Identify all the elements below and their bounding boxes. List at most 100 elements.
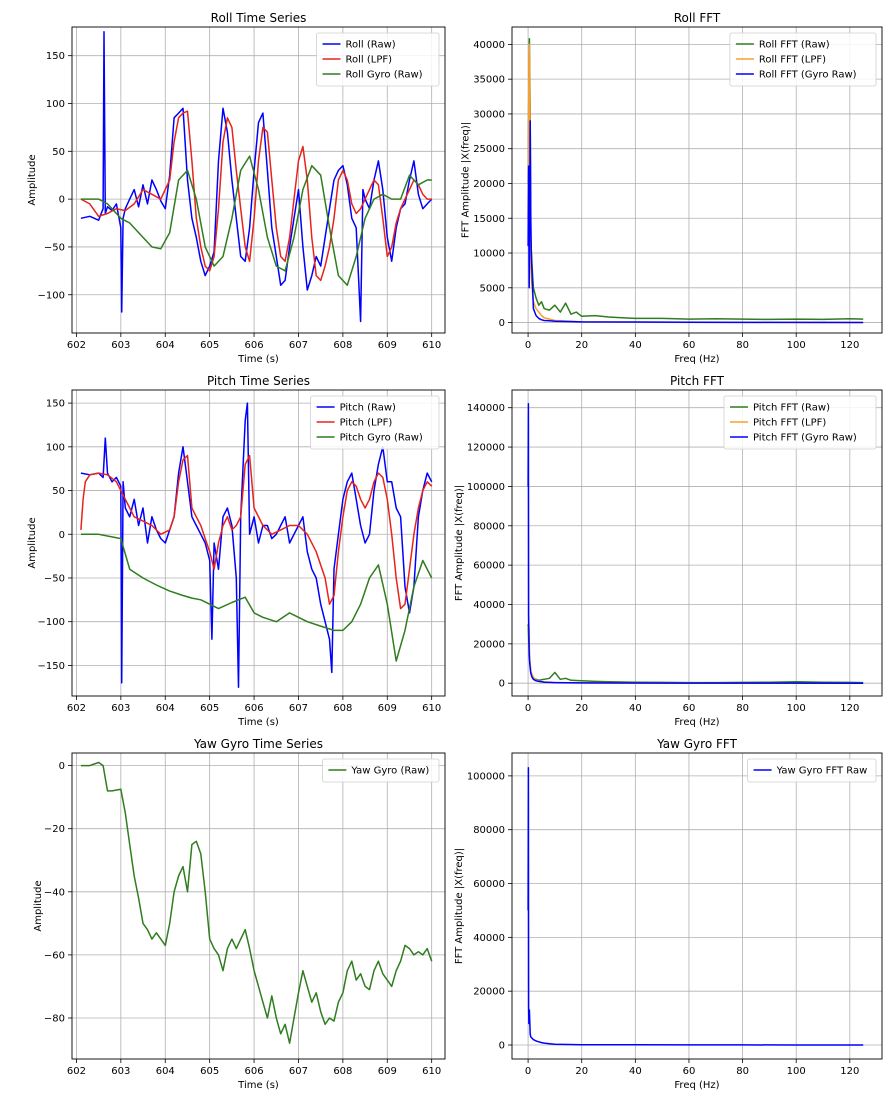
x-tick-label: 120 [840, 1066, 859, 1077]
y-tick-label: 25000 [473, 144, 505, 155]
x-tick-label: 605 [200, 340, 219, 351]
x-tick-label: 604 [156, 1066, 175, 1077]
y-tick-label: 40000 [473, 40, 505, 51]
series-line-roll-gyro-raw [80, 155, 432, 286]
x-tick-label: 60 [683, 703, 696, 714]
x-tick-label: 608 [333, 703, 352, 714]
y-tick-label: −40 [44, 887, 65, 898]
legend-box [321, 758, 440, 783]
x-tick-label: 604 [156, 703, 175, 714]
y-tick-label: 20000 [473, 987, 505, 998]
legend-entry: Yaw Gyro FFT Raw [776, 766, 868, 777]
y-tick-label: 80000 [473, 521, 505, 532]
x-axis-label: Freq (Hz) [674, 354, 719, 365]
legend-entry: Pitch FFT (Gyro Raw) [753, 433, 857, 444]
series-line-pitch-fft-gyro-raw [527, 403, 864, 684]
y-tick-label: 0 [59, 195, 65, 206]
series-group [527, 767, 864, 1046]
x-tick-label: 602 [67, 703, 86, 714]
y-tick-label: 140000 [467, 403, 505, 414]
x-tick-label: 602 [67, 340, 86, 351]
y-tick-label: −100 [38, 290, 65, 301]
legend-entry: Roll (Raw) [346, 40, 396, 51]
chart-pitch_fft: 0 20 40 60 80 100 120 0 20000 40000 60000 80000 1000… [454, 374, 883, 728]
x-tick-label: 610 [422, 1066, 441, 1077]
x-tick-label: 606 [245, 340, 264, 351]
y-tick-label: 100 [46, 442, 65, 453]
x-tick-label: 80 [736, 1066, 749, 1077]
y-tick-label: 100 [46, 99, 65, 110]
legend-entry: Yaw Gyro (Raw) [350, 766, 429, 777]
x-tick-label: 40 [629, 1066, 642, 1077]
series-line-yaw-gyro-raw [80, 761, 433, 1044]
x-tick-label: 120 [840, 340, 859, 351]
y-tick-label: 10000 [473, 249, 505, 260]
legend: Yaw Gyro FFT Raw [747, 758, 877, 783]
x-tick-label: 80 [736, 703, 749, 714]
y-tick-label: −50 [44, 573, 65, 584]
legend: Pitch (Raw) Pitch (LPF) Pitch Gyro (Raw) [310, 395, 440, 450]
x-tick-label: 0 [525, 703, 531, 714]
y-tick-label: 0 [499, 318, 505, 329]
x-tick-label: 20 [575, 340, 588, 351]
x-axis-label: Time (s) [237, 354, 279, 365]
y-tick-label: −80 [44, 1013, 65, 1024]
y-tick-label: 150 [46, 399, 65, 410]
legend: Pitch FFT (Raw) Pitch FFT (LPF) Pitch FFT … [723, 395, 877, 450]
y-tick-label: 35000 [473, 75, 505, 86]
x-tick-label: 603 [111, 340, 130, 351]
x-tick-label: 60 [683, 340, 696, 351]
x-tick-label: 20 [575, 1066, 588, 1077]
y-axis-label: Amplitude [33, 880, 44, 931]
y-tick-label: 40000 [473, 600, 505, 611]
x-tick-label: 100 [787, 340, 806, 351]
y-tick-label: 100000 [467, 771, 505, 782]
y-tick-label: −20 [44, 824, 65, 835]
y-axis-label: Amplitude [27, 154, 38, 205]
legend: Roll FFT (Raw) Roll FFT (LPF) Roll FFT (Gy… [729, 32, 877, 87]
chart-pitch_ts: 602 603 604 605 606 607 608 609 610 −150 −100 −50 0 5… [27, 374, 446, 728]
chart-yaw_fft: 0 20 40 60 80 100 120 0 20000 40000 60000 80000 1000… [454, 737, 883, 1091]
series-line-roll-lpf [80, 110, 432, 282]
chart-title: Yaw Gyro FFT [656, 737, 737, 751]
legend-entry: Pitch FFT (Raw) [753, 403, 830, 414]
x-tick-label: 606 [245, 1066, 264, 1077]
legend-entry: Roll (LPF) [346, 55, 393, 66]
x-tick-label: 608 [333, 1066, 352, 1077]
legend-box [729, 32, 877, 87]
y-axis-label: FFT Amplitude |X(freq)| [461, 122, 472, 238]
x-tick-label: 605 [200, 1066, 219, 1077]
series-group [527, 38, 864, 324]
plot-frame [71, 752, 446, 1060]
x-tick-label: 602 [67, 1066, 86, 1077]
y-tick-label: −100 [38, 617, 65, 628]
legend-box [723, 395, 877, 450]
y-tick-label: 0 [59, 761, 65, 772]
x-tick-label: 100 [787, 703, 806, 714]
y-tick-label: 60000 [473, 561, 505, 572]
series-group [80, 402, 433, 689]
chart-title: Pitch FFT [670, 374, 725, 388]
y-tick-label: 80000 [473, 825, 505, 836]
legend-entry: Roll FFT (Raw) [759, 40, 830, 51]
x-tick-label: 607 [289, 1066, 308, 1077]
x-tick-label: 40 [629, 703, 642, 714]
y-tick-label: 50 [52, 486, 65, 497]
series-line-roll-fft-gyro-raw [527, 120, 864, 324]
y-tick-label: 30000 [473, 109, 505, 120]
y-tick-label: −50 [44, 242, 65, 253]
y-tick-label: 100000 [467, 482, 505, 493]
x-tick-label: 80 [736, 340, 749, 351]
legend-entry: Pitch (LPF) [340, 418, 393, 429]
x-axis-label: Time (s) [237, 1080, 279, 1091]
x-tick-label: 604 [156, 340, 175, 351]
legend-entry: Pitch (Raw) [340, 403, 396, 414]
chart-title: Roll Time Series [211, 11, 307, 25]
series-group [80, 31, 433, 323]
legend-entry: Roll FFT (LPF) [759, 55, 826, 66]
x-tick-label: 120 [840, 703, 859, 714]
x-tick-label: 606 [245, 703, 264, 714]
x-axis-label: Freq (Hz) [674, 717, 719, 728]
y-tick-label: −60 [44, 950, 65, 961]
chart-title: Yaw Gyro Time Series [193, 737, 323, 751]
